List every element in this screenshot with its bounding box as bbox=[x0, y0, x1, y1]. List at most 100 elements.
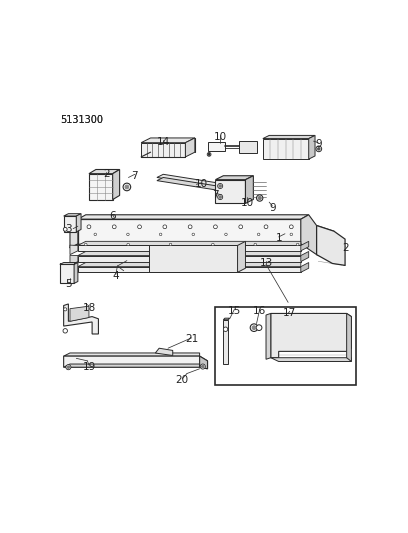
Polygon shape bbox=[64, 364, 200, 367]
Polygon shape bbox=[89, 169, 120, 174]
Circle shape bbox=[264, 225, 268, 229]
Polygon shape bbox=[263, 135, 315, 139]
Polygon shape bbox=[78, 219, 301, 244]
Circle shape bbox=[188, 225, 192, 229]
Polygon shape bbox=[301, 263, 309, 272]
Circle shape bbox=[317, 148, 320, 150]
Circle shape bbox=[64, 308, 67, 311]
Polygon shape bbox=[271, 313, 351, 358]
Polygon shape bbox=[64, 356, 208, 369]
Circle shape bbox=[63, 228, 67, 231]
Circle shape bbox=[239, 225, 243, 229]
Polygon shape bbox=[155, 348, 173, 356]
Text: 14: 14 bbox=[157, 137, 170, 147]
Text: 7: 7 bbox=[131, 171, 138, 181]
Circle shape bbox=[84, 243, 87, 246]
Polygon shape bbox=[70, 255, 78, 265]
Circle shape bbox=[63, 329, 67, 333]
Polygon shape bbox=[317, 225, 345, 265]
Polygon shape bbox=[157, 174, 223, 187]
Text: 19: 19 bbox=[82, 361, 95, 372]
Polygon shape bbox=[70, 219, 78, 248]
Text: 13: 13 bbox=[259, 258, 273, 268]
Circle shape bbox=[123, 183, 131, 191]
Polygon shape bbox=[223, 318, 230, 320]
Polygon shape bbox=[271, 358, 351, 361]
Polygon shape bbox=[60, 263, 78, 264]
Polygon shape bbox=[237, 241, 246, 272]
Polygon shape bbox=[78, 255, 301, 262]
Circle shape bbox=[296, 243, 299, 246]
Circle shape bbox=[217, 195, 223, 199]
Circle shape bbox=[250, 324, 258, 332]
Polygon shape bbox=[149, 246, 237, 272]
Polygon shape bbox=[78, 246, 301, 251]
Circle shape bbox=[257, 233, 260, 236]
Circle shape bbox=[212, 243, 214, 246]
Polygon shape bbox=[70, 306, 89, 321]
Polygon shape bbox=[301, 215, 317, 255]
Polygon shape bbox=[78, 266, 301, 272]
Polygon shape bbox=[239, 141, 257, 153]
Polygon shape bbox=[78, 263, 301, 266]
Circle shape bbox=[254, 243, 257, 246]
Circle shape bbox=[192, 233, 195, 236]
Text: 3: 3 bbox=[65, 224, 72, 233]
Circle shape bbox=[112, 225, 116, 229]
Polygon shape bbox=[64, 214, 81, 216]
Polygon shape bbox=[64, 353, 200, 356]
Circle shape bbox=[258, 197, 261, 199]
Circle shape bbox=[67, 366, 70, 368]
Text: 10: 10 bbox=[195, 180, 208, 189]
Circle shape bbox=[213, 225, 217, 229]
Text: 21: 21 bbox=[185, 334, 198, 344]
Text: 4: 4 bbox=[113, 271, 119, 281]
Text: 9: 9 bbox=[315, 139, 322, 149]
Text: 1: 1 bbox=[275, 233, 282, 244]
Circle shape bbox=[289, 225, 293, 229]
Circle shape bbox=[127, 243, 129, 246]
Text: 5: 5 bbox=[65, 279, 72, 289]
Polygon shape bbox=[141, 138, 195, 143]
Circle shape bbox=[225, 233, 227, 236]
Polygon shape bbox=[60, 264, 74, 284]
Circle shape bbox=[169, 243, 172, 246]
Polygon shape bbox=[215, 176, 253, 180]
Circle shape bbox=[163, 225, 167, 229]
Text: 16: 16 bbox=[253, 306, 266, 316]
Text: 20: 20 bbox=[176, 375, 189, 385]
Polygon shape bbox=[266, 313, 271, 359]
Circle shape bbox=[87, 225, 91, 229]
Polygon shape bbox=[74, 263, 78, 284]
Polygon shape bbox=[78, 241, 301, 246]
Polygon shape bbox=[185, 138, 195, 157]
Text: 15: 15 bbox=[228, 306, 241, 316]
Polygon shape bbox=[141, 143, 185, 157]
Text: 2: 2 bbox=[342, 243, 348, 253]
Text: 6: 6 bbox=[109, 211, 116, 221]
Circle shape bbox=[66, 365, 71, 370]
Circle shape bbox=[290, 233, 293, 236]
Circle shape bbox=[252, 326, 256, 329]
Circle shape bbox=[202, 365, 204, 368]
Polygon shape bbox=[200, 356, 208, 369]
Text: 9: 9 bbox=[269, 203, 276, 213]
Text: 2: 2 bbox=[103, 169, 110, 179]
Circle shape bbox=[256, 325, 262, 330]
Polygon shape bbox=[301, 241, 309, 251]
Polygon shape bbox=[215, 180, 246, 204]
Circle shape bbox=[94, 233, 97, 236]
Circle shape bbox=[126, 233, 129, 236]
Polygon shape bbox=[347, 313, 351, 361]
Text: 18: 18 bbox=[82, 303, 95, 313]
Polygon shape bbox=[223, 320, 228, 364]
Polygon shape bbox=[246, 176, 253, 204]
Circle shape bbox=[137, 225, 142, 229]
Polygon shape bbox=[64, 216, 76, 232]
Polygon shape bbox=[157, 177, 223, 190]
Text: 5131300: 5131300 bbox=[60, 115, 104, 125]
Polygon shape bbox=[78, 252, 301, 255]
Circle shape bbox=[219, 196, 222, 198]
Circle shape bbox=[208, 154, 210, 155]
Circle shape bbox=[217, 183, 223, 189]
